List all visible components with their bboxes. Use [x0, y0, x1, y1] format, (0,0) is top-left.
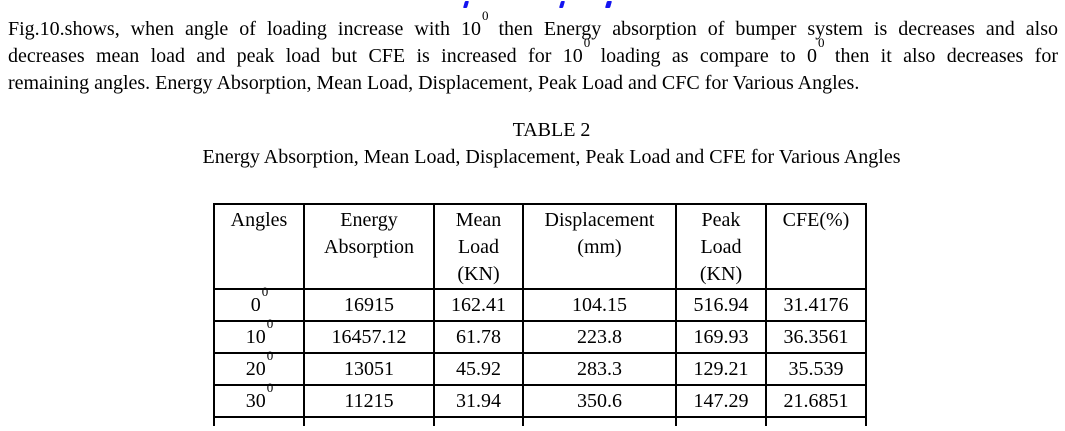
cell-peak-load: 169.93 — [675, 320, 767, 354]
paragraph-text: decreases mean load and peak load but CF… — [8, 45, 583, 67]
superscript-zero: 0 — [583, 35, 591, 51]
cell-angle: 00 — [213, 285, 305, 322]
stub-cell — [675, 416, 767, 426]
paragraph-text: remaining angles. Energy Absorption, Mea… — [8, 72, 860, 94]
table-caption-title: TABLE 2 — [512, 119, 591, 141]
cell-peak-load: 129.21 — [675, 352, 767, 386]
paragraph-line-2: decreases mean load and peak load but CF… — [8, 36, 1059, 70]
text-fragment-mark — [558, 1, 566, 8]
cell-angle: 200 — [213, 349, 305, 386]
cell-cfe: 35.539 — [765, 352, 867, 386]
stub-cell — [433, 416, 524, 426]
table-caption-subtitle: Energy Absorption, Mean Load, Displaceme… — [202, 146, 901, 168]
column-header-displacement: Displacement (mm) — [522, 203, 677, 290]
table-header-row: Angles Energy Absorption Mean Load (KN) … — [213, 203, 867, 290]
superscript-zero: 0 — [266, 348, 274, 364]
paragraph-text: loading as compare to 0 — [589, 45, 818, 67]
cell-cfe: 21.6851 — [765, 384, 867, 418]
column-header-peak-load: Peak Load (KN) — [675, 203, 767, 290]
superscript-zero: 0 — [266, 380, 274, 396]
cell-displacement: 350.6 — [522, 384, 677, 418]
cell-mean-load: 31.94 — [433, 384, 524, 418]
superscript-zero: 0 — [261, 284, 269, 300]
cell-energy-absorption: 11215 — [303, 384, 435, 418]
body-paragraph: Fig.10.shows, when angle of loading incr… — [8, 9, 1059, 97]
table-cutoff-row-stub — [213, 416, 867, 426]
cell-cfe: 31.4176 — [765, 288, 867, 322]
table-row: 100 16457.12 61.78 223.8 169.93 36.3561 — [213, 317, 867, 354]
superscript-zero: 0 — [266, 316, 274, 332]
cell-peak-load: 147.29 — [675, 384, 767, 418]
cell-mean-load: 162.41 — [433, 288, 524, 322]
angle-value: 10 — [245, 326, 266, 348]
paragraph-text: then it also decreases for — [823, 45, 1059, 67]
superscript-zero: 0 — [818, 35, 825, 51]
paragraph-text: then Energy absorption of bumper system … — [487, 18, 1058, 40]
table-row: 300 11215 31.94 350.6 147.29 21.6851 — [213, 381, 867, 418]
cell-displacement: 223.8 — [522, 320, 677, 354]
stub-cell — [213, 416, 305, 426]
angle-value: 30 — [245, 390, 266, 412]
table-caption: TABLE 2 Energy Absorption, Mean Load, Di… — [19, 117, 1065, 171]
paragraph-line-1: Fig.10.shows, when angle of loading incr… — [8, 9, 1058, 43]
table-row: 00 16915 162.41 104.15 516.94 31.4176 — [213, 285, 867, 322]
column-header-mean-load: Mean Load (KN) — [433, 203, 524, 290]
cell-cfe: 36.3561 — [765, 320, 867, 354]
stub-cell — [522, 416, 677, 426]
cell-displacement: 283.3 — [522, 352, 677, 386]
cell-angle: 100 — [213, 317, 305, 354]
angle-value: 20 — [245, 358, 266, 380]
cell-mean-load: 45.92 — [433, 352, 524, 386]
angle-value: 0 — [250, 294, 261, 316]
column-header-cfe: CFE(%) — [765, 203, 867, 290]
cell-angle: 300 — [213, 381, 305, 418]
cell-peak-load: 516.94 — [675, 288, 767, 322]
cell-mean-load: 61.78 — [433, 320, 524, 354]
paragraph-line-3: remaining angles. Energy Absorption, Mea… — [8, 70, 1058, 97]
cell-displacement: 104.15 — [522, 288, 677, 322]
superscript-zero: 0 — [481, 8, 489, 24]
cell-energy-absorption: 16457.12 — [303, 320, 435, 354]
cell-energy-absorption: 16915 — [303, 288, 435, 322]
cell-energy-absorption: 13051 — [303, 352, 435, 386]
text-fragment-mark — [462, 1, 470, 8]
table-row: 200 13051 45.92 283.3 129.21 35.539 — [213, 349, 867, 386]
column-header-energy-absorption: Energy Absorption — [303, 203, 435, 290]
paragraph-text: Fig.10.shows, when angle of loading incr… — [8, 18, 481, 40]
stub-cell — [765, 416, 867, 426]
column-header-angles: Angles — [213, 203, 305, 290]
text-fragment-mark — [604, 1, 613, 8]
angles-data-table: Angles Energy Absorption Mean Load (KN) … — [213, 203, 867, 426]
stub-cell — [303, 416, 435, 426]
